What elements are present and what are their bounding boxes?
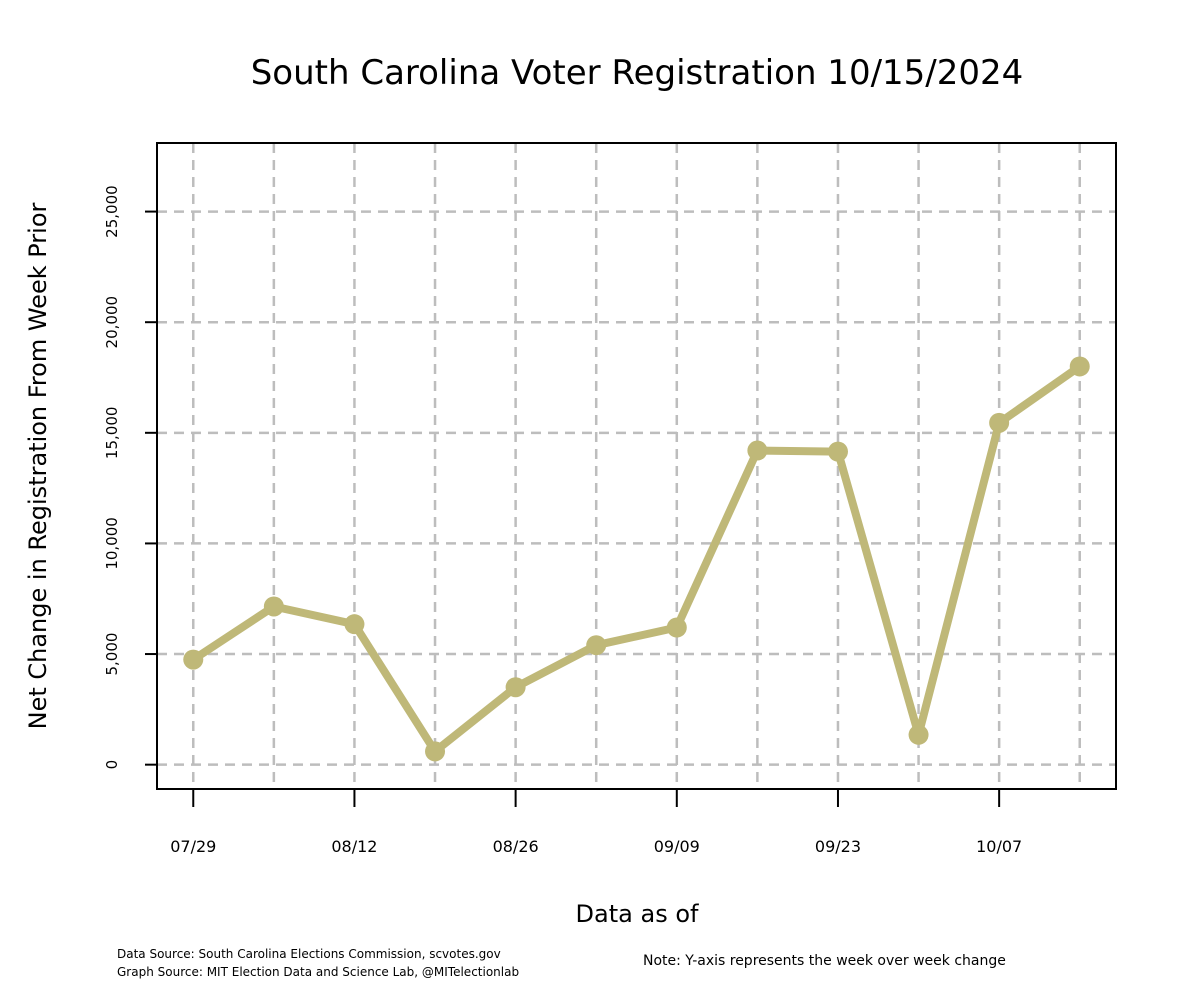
data-point <box>344 614 365 635</box>
data-point <box>263 596 284 617</box>
x-tick-label: 07/29 <box>170 837 216 856</box>
graph-source: Graph Source: MIT Election Data and Scie… <box>117 965 520 979</box>
y-tick-label: 25,000 <box>103 185 121 238</box>
chart-title: South Carolina Voter Registration 10/15/… <box>251 53 1024 93</box>
y-tick-label: 20,000 <box>103 296 121 349</box>
x-tick-label: 09/23 <box>815 837 861 856</box>
data-point <box>747 440 768 461</box>
y-axis-label: Net Change in Registration From Week Pri… <box>24 202 52 729</box>
x-tick-label: 08/12 <box>331 837 377 856</box>
x-tick-label: 09/09 <box>654 837 700 856</box>
data-point <box>1069 356 1090 377</box>
x-tick-label: 10/07 <box>976 837 1022 856</box>
data-point <box>908 724 929 745</box>
note: Note: Y-axis represents the week over we… <box>643 953 1006 969</box>
data-point <box>183 649 204 670</box>
x-axis-label: Data as of <box>576 900 699 928</box>
y-tick-label: 0 <box>103 760 121 770</box>
series-line <box>191 363 1083 756</box>
data-point <box>666 617 687 638</box>
data-point <box>505 677 526 698</box>
data-point <box>827 441 848 462</box>
x-tick-label: 08/26 <box>493 837 539 856</box>
data-point <box>425 741 446 762</box>
y-tick-label: 15,000 <box>103 407 121 460</box>
plot-frame <box>156 142 1117 790</box>
y-tick-label: 10,000 <box>103 517 121 570</box>
source-notes: Data Source: South Carolina Elections Co… <box>117 945 519 981</box>
data-point <box>586 635 607 656</box>
y-tick-label: 5,000 <box>103 633 121 676</box>
data-point <box>989 412 1010 433</box>
data-source: Data Source: South Carolina Elections Co… <box>117 947 501 961</box>
